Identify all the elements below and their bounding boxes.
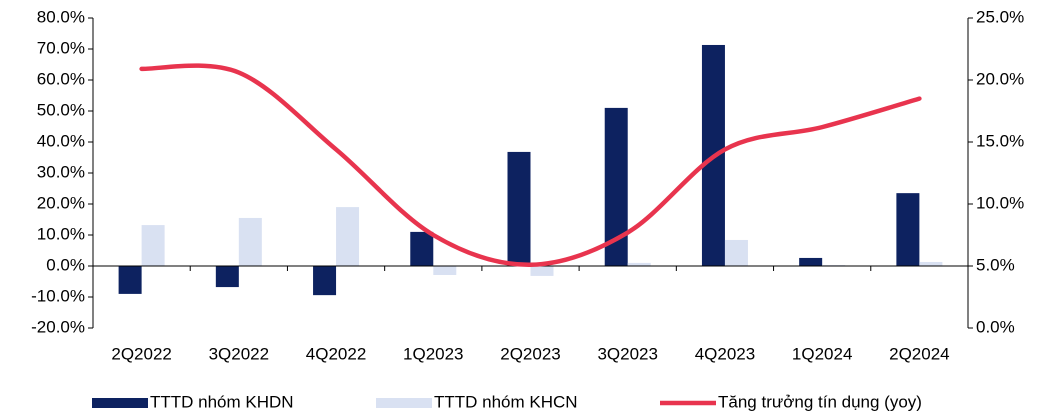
y-tick-label: 30.0% <box>37 162 85 181</box>
legend-label: TTTD nhóm KHCN <box>434 392 578 411</box>
bar <box>215 266 239 288</box>
bar <box>118 266 142 294</box>
x-tick-label: 4Q2023 <box>695 344 756 363</box>
legend-swatch <box>92 398 148 408</box>
line <box>139 63 922 268</box>
x-tick-label: 2Q2023 <box>500 344 561 363</box>
y-tick-label: 60.0% <box>37 69 85 88</box>
bar <box>238 217 262 266</box>
y-tick-label: 0.0% <box>46 255 85 274</box>
y-tick-label: 10.0% <box>37 224 85 243</box>
bar <box>896 193 920 266</box>
x-tick-label: 2Q2024 <box>889 344 950 363</box>
bar <box>433 266 457 275</box>
y2-tick-label: 25.0% <box>976 7 1024 26</box>
y2-tick-label: 0.0% <box>976 317 1015 336</box>
bar <box>507 151 531 266</box>
bar <box>799 257 823 266</box>
x-tick-label: 4Q2022 <box>306 344 367 363</box>
y-tick-label: -10.0% <box>31 286 85 305</box>
bar <box>410 231 434 266</box>
legend-swatch <box>376 398 432 408</box>
x-tick-label: 3Q2023 <box>597 344 658 363</box>
x-tick-label: 2Q2022 <box>111 344 172 363</box>
x-tick-label: 1Q2023 <box>403 344 464 363</box>
y2-tick-label: 20.0% <box>976 69 1024 88</box>
bar <box>313 266 337 296</box>
legend-label: Tăng trưởng tín dụng (yoy) <box>718 392 922 411</box>
bar <box>627 262 651 266</box>
y-tick-label: 20.0% <box>37 193 85 212</box>
bar <box>724 239 748 266</box>
y-tick-label: 40.0% <box>37 131 85 150</box>
bar <box>336 207 360 266</box>
bar <box>530 266 554 276</box>
bar <box>604 107 628 267</box>
y2-tick-label: 5.0% <box>976 255 1015 274</box>
y-tick-label: -20.0% <box>31 317 85 336</box>
legend-label: TTTD nhóm KHDN <box>150 392 294 411</box>
bar <box>141 225 165 266</box>
x-tick-label: 1Q2024 <box>792 344 853 363</box>
y2-tick-label: 15.0% <box>976 131 1024 150</box>
x-tick-label: 3Q2022 <box>209 344 270 363</box>
y2-tick-label: 10.0% <box>976 193 1024 212</box>
bar <box>919 261 943 266</box>
y-tick-label: 70.0% <box>37 38 85 57</box>
y-tick-label: 50.0% <box>37 100 85 119</box>
y-tick-label: 80.0% <box>37 7 85 26</box>
